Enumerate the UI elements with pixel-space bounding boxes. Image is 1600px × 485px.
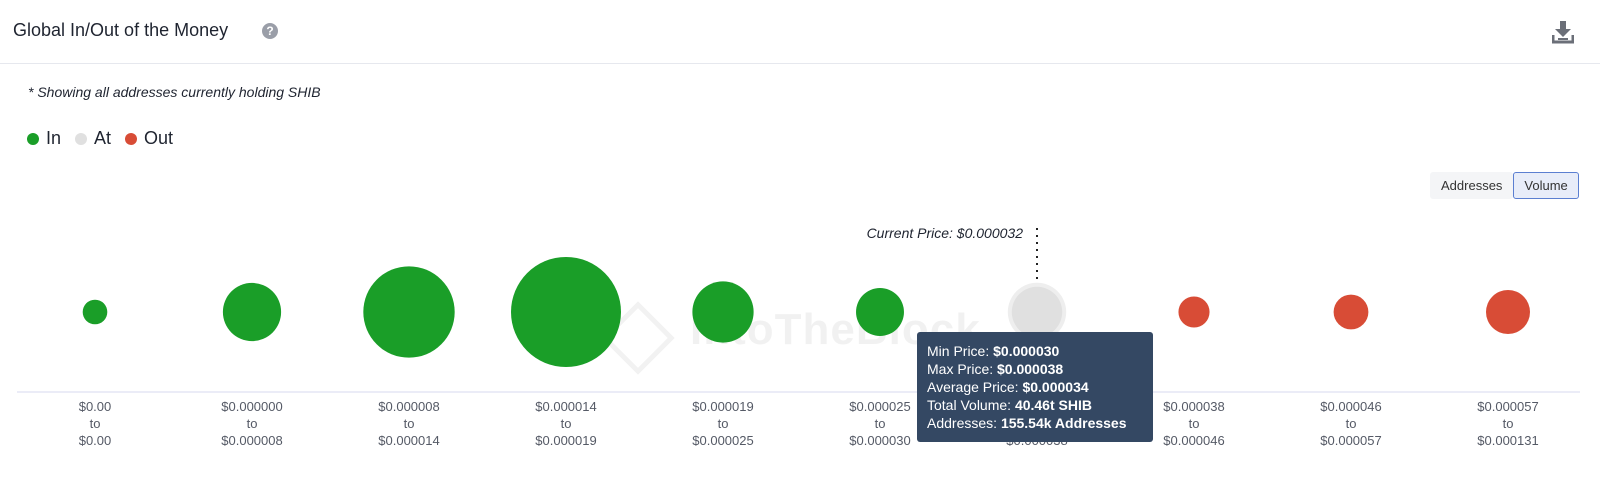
question-circle-icon[interactable]: ?	[262, 23, 278, 39]
x-tick-label: $0.000019	[692, 399, 753, 414]
x-tick-label: $0.000019	[535, 433, 596, 448]
bubble-in-2[interactable]	[363, 266, 455, 358]
x-tick-label: $0.000038	[1163, 399, 1224, 414]
bubble-out-9[interactable]	[1486, 290, 1530, 334]
download-icon[interactable]	[1552, 20, 1574, 44]
x-tick-label: $0.000000	[221, 399, 282, 414]
x-tick-label: $0.000014	[535, 399, 596, 414]
x-tick-label: to	[247, 416, 258, 431]
legend-dot-out	[125, 132, 138, 145]
legend-label-out: Out	[144, 128, 174, 148]
tooltip-avg-value: $0.000034	[1022, 379, 1089, 395]
header: Global In/Out of the Money ?	[0, 0, 1600, 64]
legend-label-in: In	[46, 128, 62, 148]
tooltip-max-label: Max Price:	[927, 361, 998, 377]
volume-toggle-button[interactable]: Volume	[1513, 172, 1579, 199]
x-tick-label: $0.000046	[1320, 399, 1381, 414]
chart-subtitle: * Showing all addresses currently holdin…	[28, 84, 321, 100]
x-tick-label: $0.000008	[378, 399, 439, 414]
tooltip-volume-label: Total Volume:	[927, 397, 1015, 413]
x-tick-label: to	[875, 416, 886, 431]
x-tick-label: to	[90, 416, 101, 431]
metric-toggle: Addresses Volume	[1430, 172, 1579, 199]
x-tick-label: $0.000030	[849, 433, 910, 448]
tooltip-min-label: Min Price:	[927, 343, 994, 359]
tooltip-addresses-value: 155.54k Addresses	[1000, 415, 1127, 431]
x-tick-label: to	[1189, 416, 1200, 431]
x-tick-label: $0.000025	[849, 399, 910, 414]
legend-item-in[interactable]: In	[27, 128, 61, 149]
bubble-out-8[interactable]	[1333, 294, 1369, 330]
x-tick-label: to	[561, 416, 572, 431]
legend-dot-at	[75, 132, 88, 145]
x-tick-label: to	[1346, 416, 1357, 431]
bubble-out-7[interactable]	[1178, 296, 1210, 328]
x-tick-label: $0.000014	[378, 433, 439, 448]
x-tick-label: to	[1503, 416, 1514, 431]
legend-label-at: At	[94, 128, 112, 148]
x-tick-label: $0.000057	[1320, 433, 1381, 448]
tooltip-addresses-label: Addresses:	[927, 415, 1001, 431]
bubble-in-0[interactable]	[82, 299, 108, 325]
x-tick-label: $0.00	[79, 433, 112, 448]
legend-item-at[interactable]: At	[75, 128, 111, 149]
x-tick-label: $0.000008	[221, 433, 282, 448]
tooltip-max-value: $0.000038	[997, 361, 1064, 377]
bubble-in-1[interactable]	[222, 282, 282, 342]
bubble-in-4[interactable]	[692, 281, 754, 343]
tooltip-volume-value: 40.46t SHIB	[1014, 397, 1092, 413]
page-title: Global In/Out of the Money	[13, 20, 229, 40]
bubble-at-6[interactable]	[1011, 286, 1063, 338]
x-tick-label: $0.00	[79, 399, 112, 414]
legend-item-out[interactable]: Out	[125, 128, 173, 149]
bubble-in-3[interactable]	[511, 257, 621, 367]
tooltip-avg-label: Average Price:	[927, 379, 1023, 395]
legend: In At Out	[27, 128, 173, 149]
x-tick-label: to	[404, 416, 415, 431]
x-tick-label: $0.000057	[1477, 399, 1538, 414]
bubble-in-5[interactable]	[856, 288, 904, 336]
tooltip: Min Price: $0.000030 Max Price: $0.00003…	[917, 332, 1153, 442]
addresses-toggle-button[interactable]: Addresses	[1430, 172, 1514, 199]
current-price-label: Current Price: $0.000032	[867, 225, 1024, 241]
x-tick-label: $0.000131	[1477, 433, 1538, 448]
tooltip-min-value: $0.000030	[993, 343, 1060, 359]
bubble-chart: Current Price: $0.000032 $0.00 to $0.00 $0.0…	[17, 225, 1580, 448]
x-tick-label: $0.000025	[692, 433, 753, 448]
x-tick-label: to	[718, 416, 729, 431]
legend-dot-in	[27, 132, 39, 145]
x-tick-label: $0.000046	[1163, 433, 1224, 448]
